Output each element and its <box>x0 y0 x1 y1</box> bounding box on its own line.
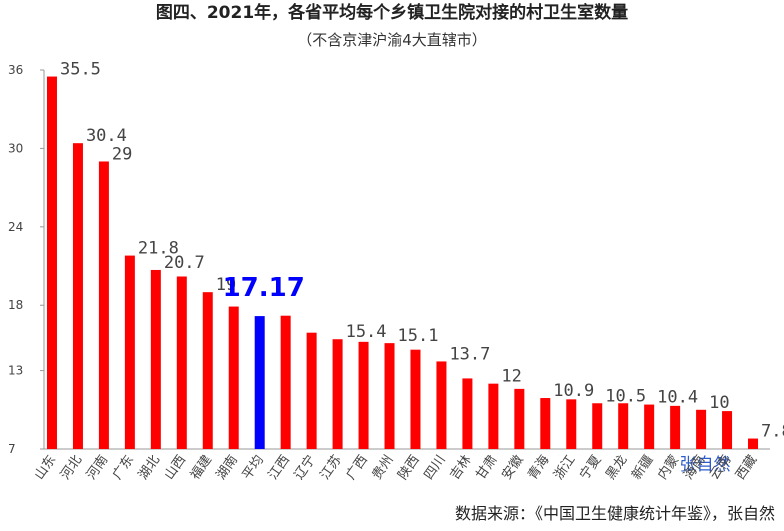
x-tick-label: 山东 <box>32 453 59 483</box>
bar <box>462 378 473 449</box>
bar <box>384 343 395 449</box>
bar <box>540 398 551 449</box>
x-tick-label: 河南 <box>83 452 111 482</box>
y-tick-label: 7 <box>8 442 16 456</box>
x-tick-label: 四川 <box>422 453 449 483</box>
watermark: 张自然 <box>680 455 731 475</box>
data-label: 10.5 <box>605 386 646 406</box>
bar <box>566 399 577 449</box>
bar <box>696 409 707 449</box>
bar <box>644 404 655 449</box>
data-label: 30.4 <box>86 126 127 146</box>
data-label: 17.17 <box>223 273 305 303</box>
x-tick-label: 福建 <box>188 453 215 483</box>
data-label: 29 <box>112 144 132 164</box>
bar <box>410 349 421 449</box>
bar <box>124 255 135 449</box>
x-tick-label: 平均 <box>240 453 267 483</box>
x-tick-label: 陕西 <box>396 453 423 483</box>
source-note: 数据来源：《中国卫生健康统计年鉴》，张自然 <box>455 504 775 523</box>
bar <box>176 276 187 449</box>
chart-title: 图四、2021年，各省平均每个乡镇卫生院对接的村卫生室数量 <box>156 2 628 23</box>
bar <box>618 403 629 449</box>
x-tick-label: 浙江 <box>551 453 578 483</box>
x-tick-label: 青海 <box>525 453 552 483</box>
y-tick-label: 13 <box>8 364 23 378</box>
y-tick-label: 18 <box>8 298 23 312</box>
data-label: 20.7 <box>164 253 205 273</box>
data-label: 10.4 <box>657 388 698 408</box>
x-tick-label: 安徽 <box>499 453 526 483</box>
data-label: 35.5 <box>60 60 101 80</box>
x-tick-label: 江西 <box>266 453 293 483</box>
bar <box>98 161 109 449</box>
bar <box>254 316 265 449</box>
bar <box>332 339 343 449</box>
bar <box>488 383 499 449</box>
data-label: 7.8 <box>761 422 784 442</box>
data-label: 15.4 <box>346 322 387 342</box>
bar <box>670 405 681 449</box>
x-tick-label: 贵州 <box>370 453 397 483</box>
bar <box>202 292 213 449</box>
data-label: 21.8 <box>138 239 179 259</box>
chart-subtitle: （不含京津沪渝4大直辖市） <box>297 31 487 49</box>
data-label: 12 <box>501 367 521 387</box>
y-tick-label: 24 <box>8 220 23 234</box>
x-tick-label: 新疆 <box>628 452 656 482</box>
bar <box>306 332 317 449</box>
bar <box>748 438 759 449</box>
y-tick-label: 36 <box>8 63 23 77</box>
x-tick-label: 内蒙 <box>654 452 682 482</box>
x-tick-label: 甘肃 <box>473 453 500 483</box>
bar <box>72 143 83 449</box>
x-tick-label: 西藏 <box>733 453 760 483</box>
x-tick-label: 山西 <box>162 453 189 483</box>
x-tick-label: 江苏 <box>317 452 345 482</box>
data-label: 10.9 <box>553 381 594 401</box>
data-label: 10 <box>709 393 729 413</box>
data-label: 13.7 <box>449 344 490 364</box>
data-label: 19 <box>216 275 236 295</box>
y-tick-label: 30 <box>8 141 23 155</box>
bar <box>592 403 603 449</box>
bar <box>436 361 447 449</box>
data-label: 15.1 <box>398 326 439 346</box>
bar <box>228 306 239 449</box>
x-tick-label: 湖北 <box>136 453 163 483</box>
bar <box>722 411 733 449</box>
bar <box>280 315 291 449</box>
x-tick-label: 湖南 <box>213 452 241 482</box>
x-tick-label: 河北 <box>58 453 85 483</box>
x-tick-label: 黑龙 <box>603 453 630 483</box>
bar <box>514 388 525 449</box>
x-tick-label: 广西 <box>344 453 371 483</box>
x-tick-label: 广东 <box>110 453 137 483</box>
x-tick-label: 辽宁 <box>291 452 319 482</box>
bar <box>150 269 161 449</box>
bar <box>358 341 369 449</box>
x-tick-label: 宁夏 <box>576 452 604 482</box>
x-tick-label: 吉林 <box>447 453 474 483</box>
bar <box>46 76 57 449</box>
